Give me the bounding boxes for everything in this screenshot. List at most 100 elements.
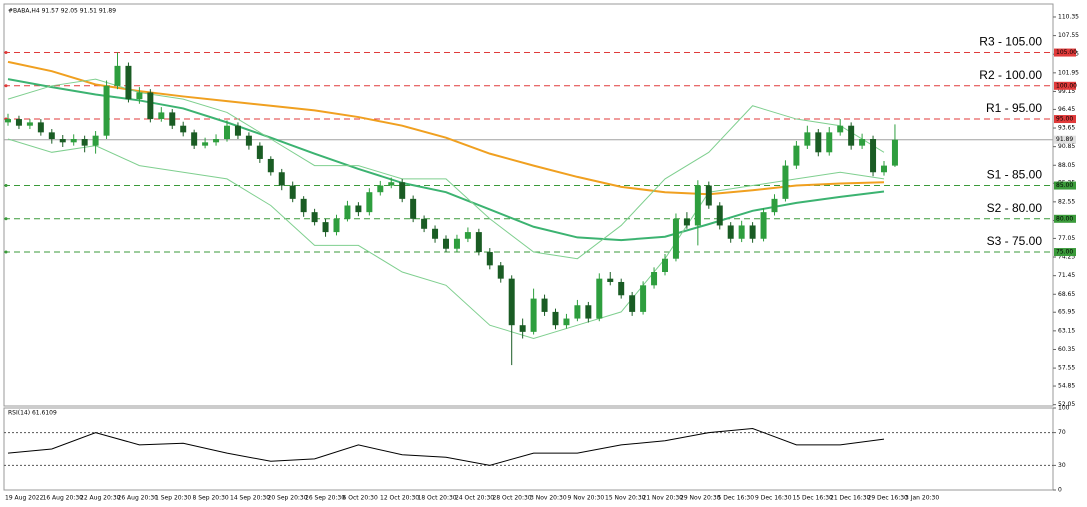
overlay-line [7,78,885,242]
x-tick-label: 1 Sep 20:30 [155,495,191,502]
x-tick-label: 26 Aug 20:30 [118,495,159,502]
candle-body [355,205,362,213]
overlay-line [7,60,885,196]
level-name: S2 - 80.00 [987,201,1043,215]
candle-body [640,285,647,312]
candle-body [234,125,241,136]
x-tick-label: 20 Sep 20:30 [268,495,308,502]
level-name: R2 - 100.00 [979,68,1042,82]
candle-body [793,145,800,166]
candle-body [366,192,373,213]
candle-body [760,212,767,239]
x-tick-label: 29 Dec 16:30 [868,495,909,502]
candle-body [333,218,340,233]
x-tick-label: 21 Nov 20:30 [643,495,684,502]
candle-body [388,182,395,186]
level-dot [4,51,8,55]
y-tick-label: 71.45 [1058,272,1075,279]
candle-body [475,232,482,253]
candle-body [267,158,274,173]
candle-body [202,142,209,146]
level-tag [1054,181,1076,190]
candle-body [486,252,493,266]
level-dot [4,250,8,254]
y-tick-label: 77.05 [1058,235,1075,242]
candle-body [48,132,55,140]
level-tag [1054,48,1076,57]
candle-body [497,265,504,279]
candle-body [716,205,723,226]
level-name: R3 - 105.00 [979,35,1042,49]
candle-body [705,185,712,206]
candle-body [881,165,887,173]
x-tick-label: 24 Oct 20:30 [455,495,494,502]
y-tick-label: 60.35 [1058,346,1075,353]
x-tick-label: 15 Dec 16:30 [793,495,834,502]
x-tick-label: 6 Oct 20:30 [343,495,378,502]
candle-body [15,119,22,126]
candle-body [5,119,11,123]
candle-body [136,92,143,100]
candle-body [125,65,132,100]
candle-body [771,198,778,213]
y-tick-label: 107.55 [1058,32,1079,39]
candle-body [169,112,176,126]
y-tick-label: 52.05 [1058,401,1075,408]
chart-title: #BABA,H4 91.57 92.05 91.51 91.89 [8,8,116,15]
x-tick-label: 3 Jan 20:30 [905,495,939,502]
price-tag [1054,135,1076,144]
level-name: S1 - 85.00 [987,168,1043,182]
candle-body [672,218,679,259]
price-tag-label: 91.89 [1056,136,1073,143]
candle-body [891,139,898,166]
candle-body [859,139,866,146]
x-tick-label: 22 Aug 20:30 [80,495,121,502]
level-tag [1054,81,1076,90]
level-dot [4,217,8,221]
candle-body [92,135,99,146]
candle-body [37,122,44,133]
candle-body [224,125,230,140]
rsi-title: RSI(14) 61.6109 [8,410,57,417]
y-tick-label: 93.65 [1058,125,1075,132]
x-tick-label: 21 Dec 16:30 [830,495,871,502]
candle-body [563,318,570,326]
candle-body [683,218,690,226]
x-tick-label: 16 Aug 20:30 [43,495,84,502]
candle-body [300,198,307,213]
x-tick-label: 26 Sep 20:30 [305,495,345,502]
level-tag [1054,214,1076,223]
candle-body [574,305,581,319]
x-tick-label: 14 Sep 20:30 [230,495,270,502]
candle-body [26,122,33,126]
rsi-tick-label: 0 [1058,487,1062,494]
candle-body [453,238,460,249]
candle-body [399,182,406,199]
level-tag-label: 95.00 [1056,116,1073,123]
candle-body [607,278,614,282]
candle-body [70,139,77,143]
candle-body [464,232,471,239]
x-tick-label: 12 Oct 20:30 [380,495,419,502]
candle-body [804,132,811,146]
level-tag [1054,115,1076,124]
candle-body [103,85,110,136]
candle-body [826,132,833,153]
level-dot [4,84,8,88]
candle-body [158,112,165,120]
candle-body [114,65,121,86]
candle-body [311,212,318,223]
level-tag [1054,248,1076,257]
candle-body [432,228,439,239]
x-tick-label: 19 Aug 2022 [5,495,44,502]
x-tick-label: 9 Nov 20:30 [568,495,605,502]
y-tick-label: 68.65 [1058,291,1075,298]
candle-body [585,305,592,319]
y-tick-label: 82.55 [1058,198,1075,205]
overlay-line [7,78,885,260]
rsi-tick-label: 70 [1058,429,1066,436]
y-tick-label: 110.35 [1058,13,1079,20]
y-tick-label: 54.85 [1058,383,1075,390]
y-tick-label: 63.15 [1058,327,1075,334]
